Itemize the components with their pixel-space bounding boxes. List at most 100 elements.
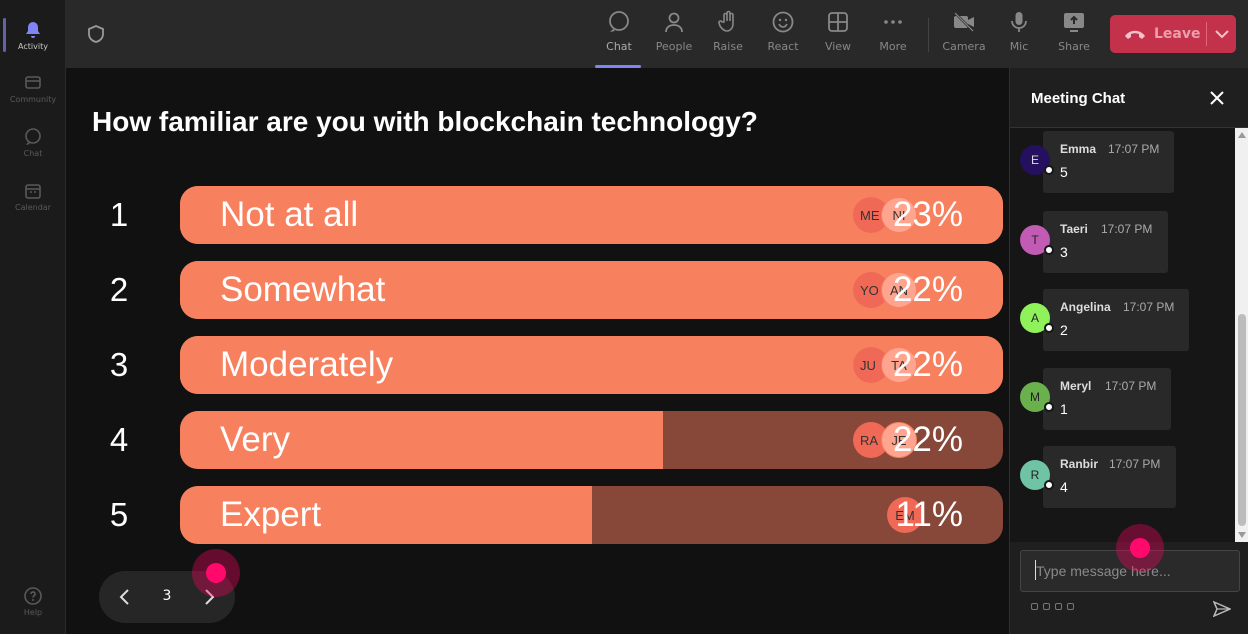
message-bubble: Ranbir 17:07 PM 4 [1043, 446, 1176, 508]
chat-button-label: Chat [606, 40, 632, 53]
rail-label: Chat [23, 148, 43, 158]
people-button[interactable]: People [646, 10, 702, 62]
share-button-label: Share [1058, 40, 1090, 53]
cursor-indicator [192, 549, 240, 597]
chat-message[interactable]: Meryl 17:07 PM 1 M [1010, 368, 1235, 432]
option-label: Not at all [220, 195, 359, 234]
rail-item-chat[interactable]: Chat [0, 117, 66, 167]
message-time: 17:07 PM [1101, 222, 1153, 236]
rail-item-help[interactable]: Help [0, 576, 66, 626]
leave-options-button[interactable] [1207, 29, 1236, 39]
leave-main[interactable]: Leave [1110, 15, 1206, 53]
option-number: 5 [109, 496, 129, 533]
shield-icon[interactable] [86, 24, 106, 44]
option-bar-fill [180, 411, 664, 469]
close-icon[interactable] [1208, 89, 1226, 107]
emoji-icon[interactable] [1055, 603, 1062, 610]
chat-message[interactable]: Ranbir 17:07 PM 4 R [1010, 446, 1235, 510]
format-icon[interactable] [1031, 603, 1038, 610]
camera-button[interactable]: Camera [936, 10, 992, 62]
leave-button[interactable]: Leave [1110, 15, 1236, 53]
message-text: 5 [1060, 164, 1068, 180]
option-label: Expert [220, 495, 322, 534]
voter-avatar: EM [887, 497, 923, 533]
option-bar: Very RA JE 22% [180, 411, 1003, 469]
rail-item-community[interactable]: Community [0, 63, 66, 113]
poll-option[interactable]: 3 Moderately JU TA 22% [98, 336, 1003, 394]
share-screen-icon [1064, 13, 1084, 32]
voter-avatar: RA [853, 422, 889, 458]
avatar[interactable]: R [1020, 460, 1054, 490]
chat-button[interactable]: Chat [591, 10, 647, 68]
leave-split [1206, 22, 1207, 46]
option-percentage: 22% [892, 345, 963, 384]
avatar[interactable]: A [1020, 303, 1054, 333]
chevron-left-icon[interactable] [115, 587, 135, 607]
option-bar-fill [180, 486, 593, 544]
chat-message[interactable]: Taeri 17:07 PM 3 T [1010, 211, 1235, 275]
hang-up-icon [1125, 30, 1145, 39]
attach-icon[interactable] [1043, 603, 1050, 610]
option-number: 1 [109, 196, 129, 233]
meeting-chat-panel: Meeting Chat Emma 17:07 PM 5 E Taeri 17:07 PM… [1009, 68, 1248, 634]
mic-button[interactable]: Mic [991, 10, 1047, 62]
community-icon [25, 75, 41, 89]
mic-button-label: Mic [1009, 40, 1029, 53]
chat-message[interactable]: Emma 17:07 PM 5 E [1010, 131, 1235, 195]
option-bar: Not at all ME NI 23% [180, 186, 1003, 244]
option-percentage: 22% [892, 420, 963, 459]
raise-hand-button[interactable]: Raise [700, 10, 756, 62]
voter-avatar: AN [881, 272, 917, 308]
more-button[interactable]: More [865, 10, 921, 62]
avatar[interactable]: E [1020, 145, 1054, 175]
people-button-label: People [655, 40, 693, 53]
bell-icon [26, 21, 40, 38]
cursor-indicator [1116, 524, 1164, 572]
send-icon[interactable] [1213, 600, 1231, 618]
gif-icon[interactable] [1067, 603, 1074, 610]
scroll-up-arrow[interactable] [1238, 132, 1246, 138]
option-label: Somewhat [220, 270, 386, 309]
poll-option[interactable]: 4 Very RA JE 22% [98, 411, 1003, 469]
avatar[interactable]: T [1020, 225, 1054, 255]
poll-option[interactable]: 1 Not at all ME NI 23% [98, 186, 1003, 244]
presence-dot [1044, 480, 1054, 490]
scroll-thumb[interactable] [1238, 314, 1246, 526]
message-time: 17:07 PM [1108, 142, 1160, 156]
camera-off-icon [954, 12, 974, 32]
share-button[interactable]: Share [1046, 10, 1102, 62]
option-number: 2 [109, 271, 129, 308]
message-bubble: Angelina 17:07 PM 2 [1043, 289, 1189, 351]
react-button[interactable]: React [755, 10, 811, 62]
voter-avatar: NI [881, 197, 917, 233]
message-bubble: Meryl 17:07 PM 1 [1043, 368, 1171, 430]
view-button[interactable]: View [810, 10, 866, 62]
message-text: 1 [1060, 401, 1068, 417]
chat-messages[interactable]: Emma 17:07 PM 5 E Taeri 17:07 PM 3 T Angelina 17:… [1010, 128, 1248, 542]
chat-bubble-icon [609, 11, 629, 32]
chat-scrollbar[interactable] [1235, 128, 1248, 542]
calendar-icon [25, 183, 41, 199]
option-bar: Somewhat YO AN 22% [180, 261, 1003, 319]
rail-item-activity[interactable]: Activity [0, 10, 66, 60]
chevron-right-icon[interactable] [199, 587, 219, 607]
rail-item-calendar[interactable]: Calendar [0, 171, 66, 221]
chat-message[interactable]: Angelina 17:07 PM 2 A [1010, 289, 1235, 353]
camera-button-label: Camera [942, 40, 986, 53]
poll-option[interactable]: 2 Somewhat YO AN 22% [98, 261, 1003, 319]
option-percentage: 11% [895, 495, 963, 534]
chat-header: Meeting Chat [1010, 68, 1248, 128]
more-button-label: More [879, 40, 907, 53]
poll-option[interactable]: 5 Expert EM 11% [98, 486, 1003, 544]
option-bar: Expert EM 11% [180, 486, 1003, 544]
message-time: 17:07 PM [1123, 300, 1175, 314]
rail-label: Activity [18, 41, 48, 51]
avatar[interactable]: M [1020, 382, 1054, 412]
message-time: 17:07 PM [1105, 379, 1157, 393]
scroll-down-arrow[interactable] [1238, 532, 1246, 538]
option-bar: Moderately JU TA 22% [180, 336, 1003, 394]
voter-avatar: JE [881, 422, 917, 458]
chat-title: Meeting Chat [1031, 90, 1126, 107]
help-icon [24, 586, 42, 605]
option-label: Moderately [220, 345, 394, 384]
